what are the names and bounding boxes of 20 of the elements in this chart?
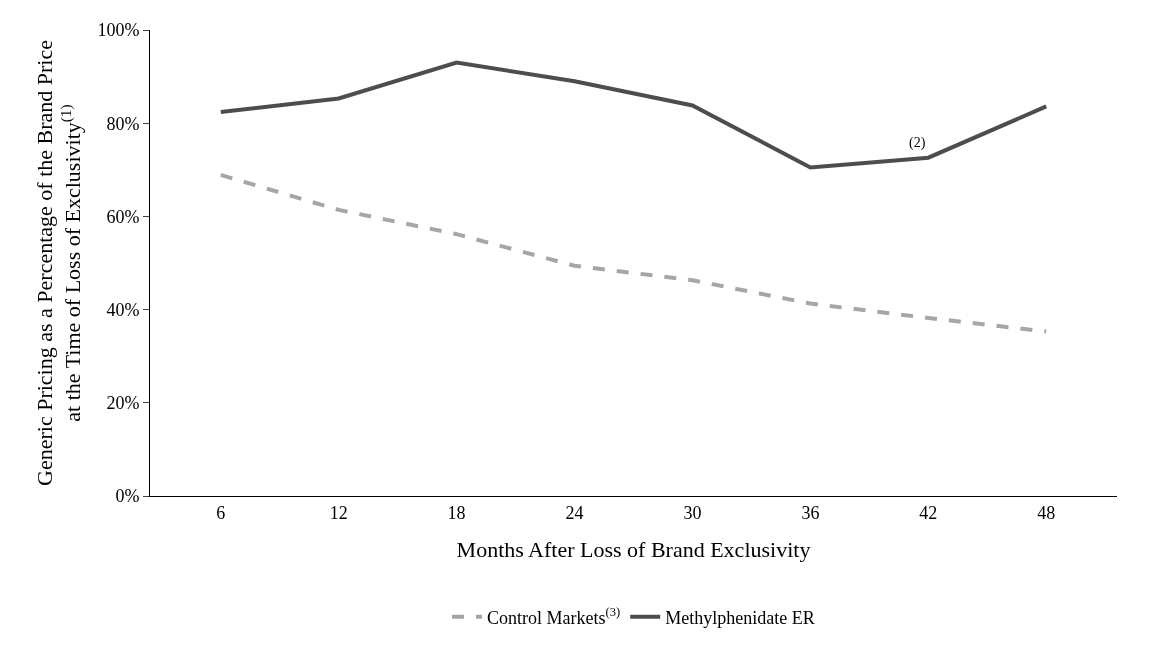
- y-tick-label: 60%: [106, 206, 140, 227]
- annotation: (2): [909, 135, 926, 151]
- x-axis-title: Months After Loss of Brand Exclusivity: [456, 537, 811, 563]
- line-series: [218, 172, 1049, 334]
- x-tick-label: 12: [329, 502, 348, 523]
- legend-label: Control Markets$^{(3)}$: [487, 605, 621, 628]
- x-tick-label: 36: [801, 502, 820, 523]
- x-tick-label: 24: [565, 502, 584, 523]
- legend-label: Methylphenidate ER: [665, 607, 815, 628]
- line-series: [218, 60, 1049, 170]
- y-tick-label: 80%: [106, 113, 140, 134]
- y-tick-label: 0%: [115, 486, 140, 507]
- y-tick-label: 40%: [106, 299, 140, 320]
- x-tick-label: 6: [216, 502, 226, 523]
- y-tick-label: 100%: [97, 20, 140, 41]
- y-tick-label: 20%: [106, 393, 140, 414]
- x-tick-label: 30: [683, 502, 702, 523]
- x-tick-label: 48: [1037, 502, 1056, 523]
- x-tick-label: 18: [447, 502, 466, 523]
- x-tick-label: 42: [919, 502, 938, 523]
